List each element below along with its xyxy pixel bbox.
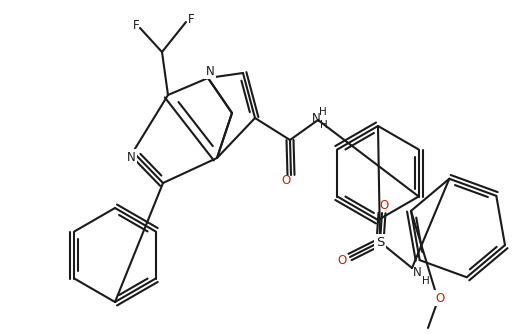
Text: N: N [413, 267, 422, 280]
Text: F: F [188, 12, 195, 25]
Text: N: N [312, 112, 320, 125]
Text: O: O [379, 198, 389, 211]
Text: O: O [281, 173, 291, 186]
Text: H: H [319, 107, 327, 117]
Text: O: O [436, 292, 445, 305]
Text: N: N [205, 64, 214, 77]
Text: N: N [126, 151, 135, 164]
Text: H: H [320, 120, 328, 130]
Text: O: O [337, 254, 347, 267]
Text: F: F [133, 18, 139, 31]
Text: S: S [376, 235, 384, 248]
Text: H: H [422, 276, 430, 286]
